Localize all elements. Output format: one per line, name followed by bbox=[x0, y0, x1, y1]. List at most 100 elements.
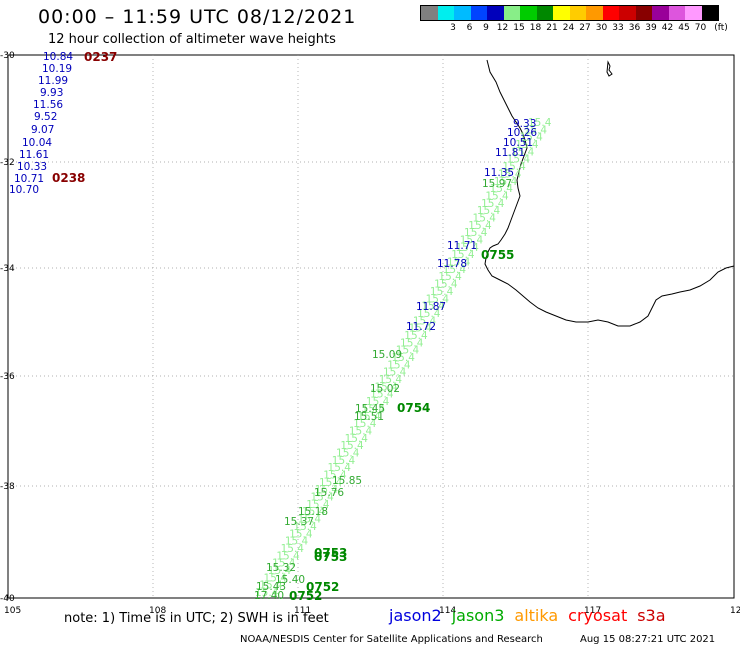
wave-height-value: 9.07 bbox=[31, 124, 54, 136]
swath-mark: 15.4 bbox=[498, 168, 522, 180]
swath-mark: 15.4 bbox=[328, 462, 352, 474]
swath-mark: 15.4 bbox=[353, 418, 377, 430]
color-swatch bbox=[635, 6, 652, 20]
color-scale-label: 39 bbox=[645, 23, 657, 33]
wave-height-value: 15.37 bbox=[284, 516, 314, 528]
swath-mark: 15.4 bbox=[413, 315, 437, 327]
wave-height-value: 11.78 bbox=[437, 258, 467, 270]
color-swatch bbox=[437, 6, 454, 20]
swath-mark: 15.4 bbox=[490, 183, 514, 195]
lat-tick-label: -34 bbox=[0, 264, 15, 274]
lon-tick-label: 120 bbox=[730, 606, 740, 616]
lon-tick-label: 117 bbox=[584, 606, 601, 616]
color-swatch bbox=[602, 6, 619, 20]
wave-height-value: 10.19 bbox=[42, 63, 72, 75]
color-swatch bbox=[454, 6, 471, 20]
lat-tick-label: -38 bbox=[0, 482, 15, 492]
map-frame bbox=[7, 54, 735, 599]
swath-mark: 15.4 bbox=[345, 433, 369, 445]
swath-mark: 15.4 bbox=[340, 440, 364, 452]
color-scale-label: 15 bbox=[513, 23, 525, 33]
swath-mark: 15.4 bbox=[447, 257, 471, 269]
color-scale-label: 18 bbox=[529, 23, 542, 33]
swath-mark: 15.4 bbox=[310, 492, 334, 504]
lat-tick-label: -30 bbox=[0, 51, 15, 61]
swath-mark: 15.4 bbox=[524, 124, 548, 136]
wave-height-value: 15.09 bbox=[372, 349, 402, 361]
swath-mark: 15.4 bbox=[259, 580, 283, 592]
color-swatch bbox=[569, 6, 586, 20]
wave-height-value: 10.26 bbox=[507, 127, 537, 139]
swath-mark: 15.4 bbox=[315, 484, 339, 496]
swath-mark: 15.4 bbox=[438, 271, 462, 283]
color-scale-label: 9 bbox=[483, 23, 489, 33]
wave-height-value: 15.97 bbox=[482, 178, 512, 190]
satellite-legend-altika: altika bbox=[514, 606, 559, 625]
wave-height-value: 9.52 bbox=[34, 111, 57, 123]
swath-mark: 15.4 bbox=[409, 323, 433, 335]
wave-height-values: 10.8410.1911.999.9311.569.529.0710.0411.… bbox=[9, 51, 537, 602]
color-scale-label: 36 bbox=[628, 23, 641, 33]
wave-height-value: 15.40 bbox=[275, 574, 305, 586]
swath-mark: 15.4 bbox=[276, 550, 300, 562]
wave-height-value: 10.84 bbox=[43, 51, 73, 63]
color-scale-labels: 3 6 9 12 15 18 21 24 27 30 33 36 39 42 45 70 (ft) bbox=[420, 23, 728, 35]
map-title: 00:00 – 11:59 UTC 08/12/2021 bbox=[38, 6, 357, 28]
swath-mark: 15.4 bbox=[387, 359, 411, 371]
satellite-legend-jason3: jason3 bbox=[451, 606, 505, 625]
lon-tick-label: 111 bbox=[294, 606, 311, 616]
swath-mark: 15.4 bbox=[464, 227, 488, 239]
wave-height-value: 11.81 bbox=[495, 147, 525, 159]
wave-height-value: 11.61 bbox=[19, 149, 49, 161]
swath-mark: 15.4 bbox=[494, 176, 518, 188]
swath-mark: 15.4 bbox=[404, 330, 428, 342]
swath-mark: 15.4 bbox=[426, 293, 450, 305]
color-swatch bbox=[470, 6, 487, 20]
lat-tick-label: -36 bbox=[0, 372, 15, 382]
swath-mark: 15.4 bbox=[289, 528, 313, 540]
color-swatch bbox=[685, 6, 702, 20]
wave-height-value: 11.71 bbox=[447, 240, 477, 252]
color-swatch bbox=[668, 6, 685, 20]
wave-height-value: 15.18 bbox=[298, 506, 328, 518]
swath-mark: 15.4 bbox=[264, 572, 288, 584]
color-swatch bbox=[619, 6, 636, 20]
color-swatch bbox=[421, 6, 438, 20]
color-swatch bbox=[553, 6, 570, 20]
wave-height-value: 15.85 bbox=[332, 475, 362, 487]
axis-tick-labels: 105 108 111 114 117 120 -30 -32 -34 -36 -38 -40 bbox=[0, 51, 740, 616]
wave-height-value: 11.56 bbox=[33, 99, 63, 111]
swath-mark: 15.4 bbox=[255, 587, 279, 599]
color-swatch bbox=[652, 6, 669, 20]
swath-mark: 15.4 bbox=[392, 352, 416, 364]
wave-height-value: 9.33 bbox=[513, 118, 536, 130]
swath-mark: 15.4 bbox=[468, 220, 492, 232]
wave-height-value: 10.33 bbox=[17, 161, 47, 173]
swath-mark: 15.4 bbox=[281, 543, 305, 555]
swath-mark: 15.4 bbox=[515, 139, 539, 151]
swath-mark: 15.4 bbox=[383, 367, 407, 379]
wave-height-value: 10.51 bbox=[503, 137, 533, 149]
swath-mark: 15.4 bbox=[460, 235, 484, 247]
swath-mark: 15.4 bbox=[370, 389, 394, 401]
color-swatch bbox=[503, 6, 520, 20]
color-scale-label: 12 bbox=[496, 23, 509, 33]
lon-tick-label: 108 bbox=[149, 606, 166, 616]
color-scale-swatches bbox=[420, 5, 719, 21]
swath-mark: 15.4 bbox=[507, 154, 531, 166]
color-swatch bbox=[520, 6, 537, 20]
swath-mark: 15.4 bbox=[285, 536, 309, 548]
swath-mark: 15.4 bbox=[443, 264, 467, 276]
track-time-label: 0237 bbox=[84, 50, 117, 64]
color-scale-label: 3 bbox=[450, 23, 456, 33]
coastline-mainland bbox=[484, 59, 735, 327]
satellite-legend-cryosat: cryosat bbox=[568, 606, 628, 625]
swath-mark: 15.4 bbox=[400, 337, 424, 349]
map-subtitle: 12 hour collection of altimeter wave hei… bbox=[48, 32, 336, 47]
swath-mark: 15.4 bbox=[511, 146, 535, 158]
wave-height-value: 15.45 bbox=[355, 403, 385, 415]
track-time-label: 0753 bbox=[314, 546, 347, 560]
swath-mark: 15.4 bbox=[268, 565, 292, 577]
color-scale-label: 27 bbox=[579, 23, 591, 33]
